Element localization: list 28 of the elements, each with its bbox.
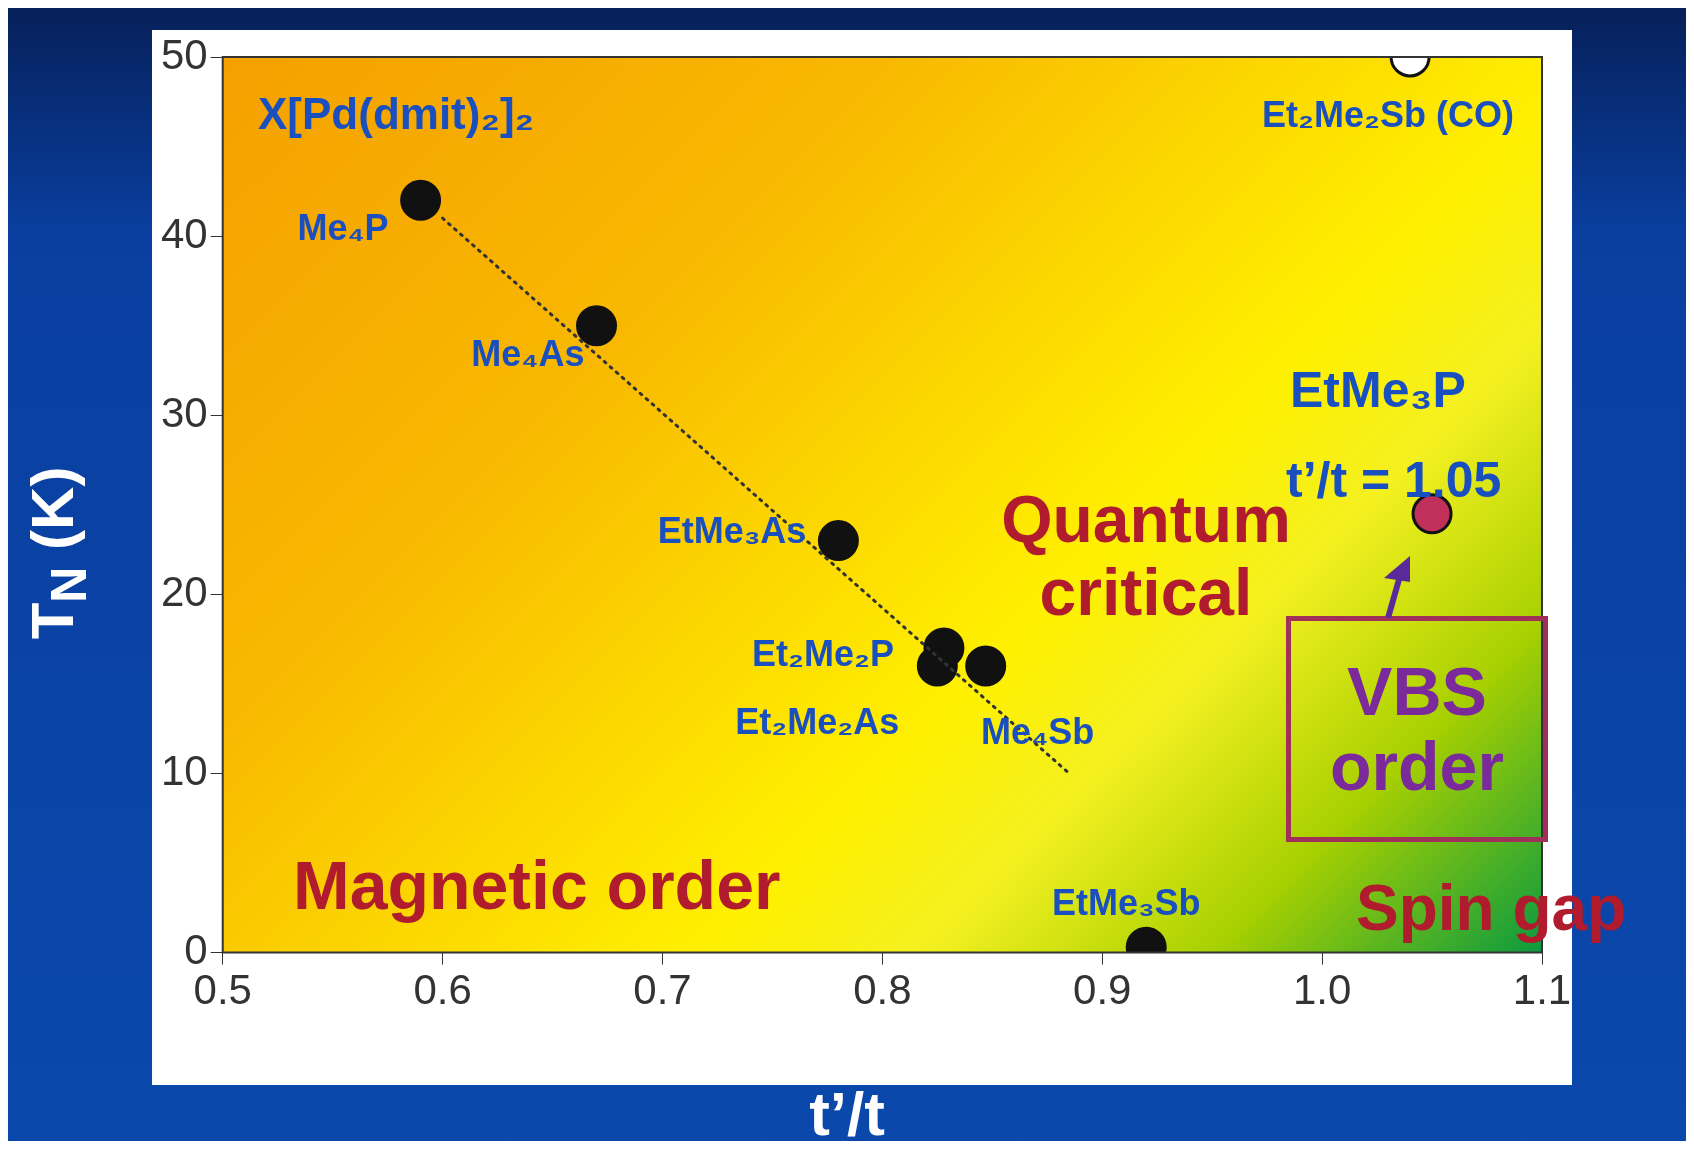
annotation: Me₄As (471, 332, 585, 374)
annotation: EtMe₃As (657, 509, 807, 551)
annotation: Et₂Me₂Sb (CO) (1262, 93, 1515, 135)
annotation: EtMe₃Sb (1051, 882, 1201, 924)
x-tick-label: 1.1 (1512, 966, 1572, 1014)
x-tick-label: 1.0 (1292, 966, 1352, 1014)
annotation: Spin gap (1356, 872, 1627, 944)
point (400, 179, 442, 221)
x-tick-label: 0.7 (633, 966, 692, 1014)
annotation: Et₂Me₂As (735, 700, 900, 742)
x-tick-label: 0.9 (1073, 966, 1132, 1014)
y-tick-label: 10 (161, 747, 208, 795)
annotation: Et₂Me₂P (751, 633, 894, 675)
y-tick-label: 30 (161, 388, 208, 436)
annotation: Magnetic order (293, 847, 781, 923)
annotation: Me₄P (297, 207, 389, 249)
point (965, 645, 1007, 687)
annotation: EtMe₃P (1290, 362, 1466, 418)
point (817, 520, 859, 562)
annotation: VBS order (1286, 616, 1548, 842)
x-tick-label: 0.8 (853, 966, 912, 1014)
y-tick-label: 40 (161, 209, 208, 257)
x-tick-label: 0.6 (413, 966, 472, 1014)
y-tick-label: 50 (161, 30, 208, 78)
y-tick-label: 20 (161, 567, 208, 615)
annotation: X[Pd(dmit)₂]₂ (258, 89, 535, 139)
x-axis-title: t’/t (808, 1078, 886, 1143)
annotation: Me₄Sb (981, 710, 1095, 752)
